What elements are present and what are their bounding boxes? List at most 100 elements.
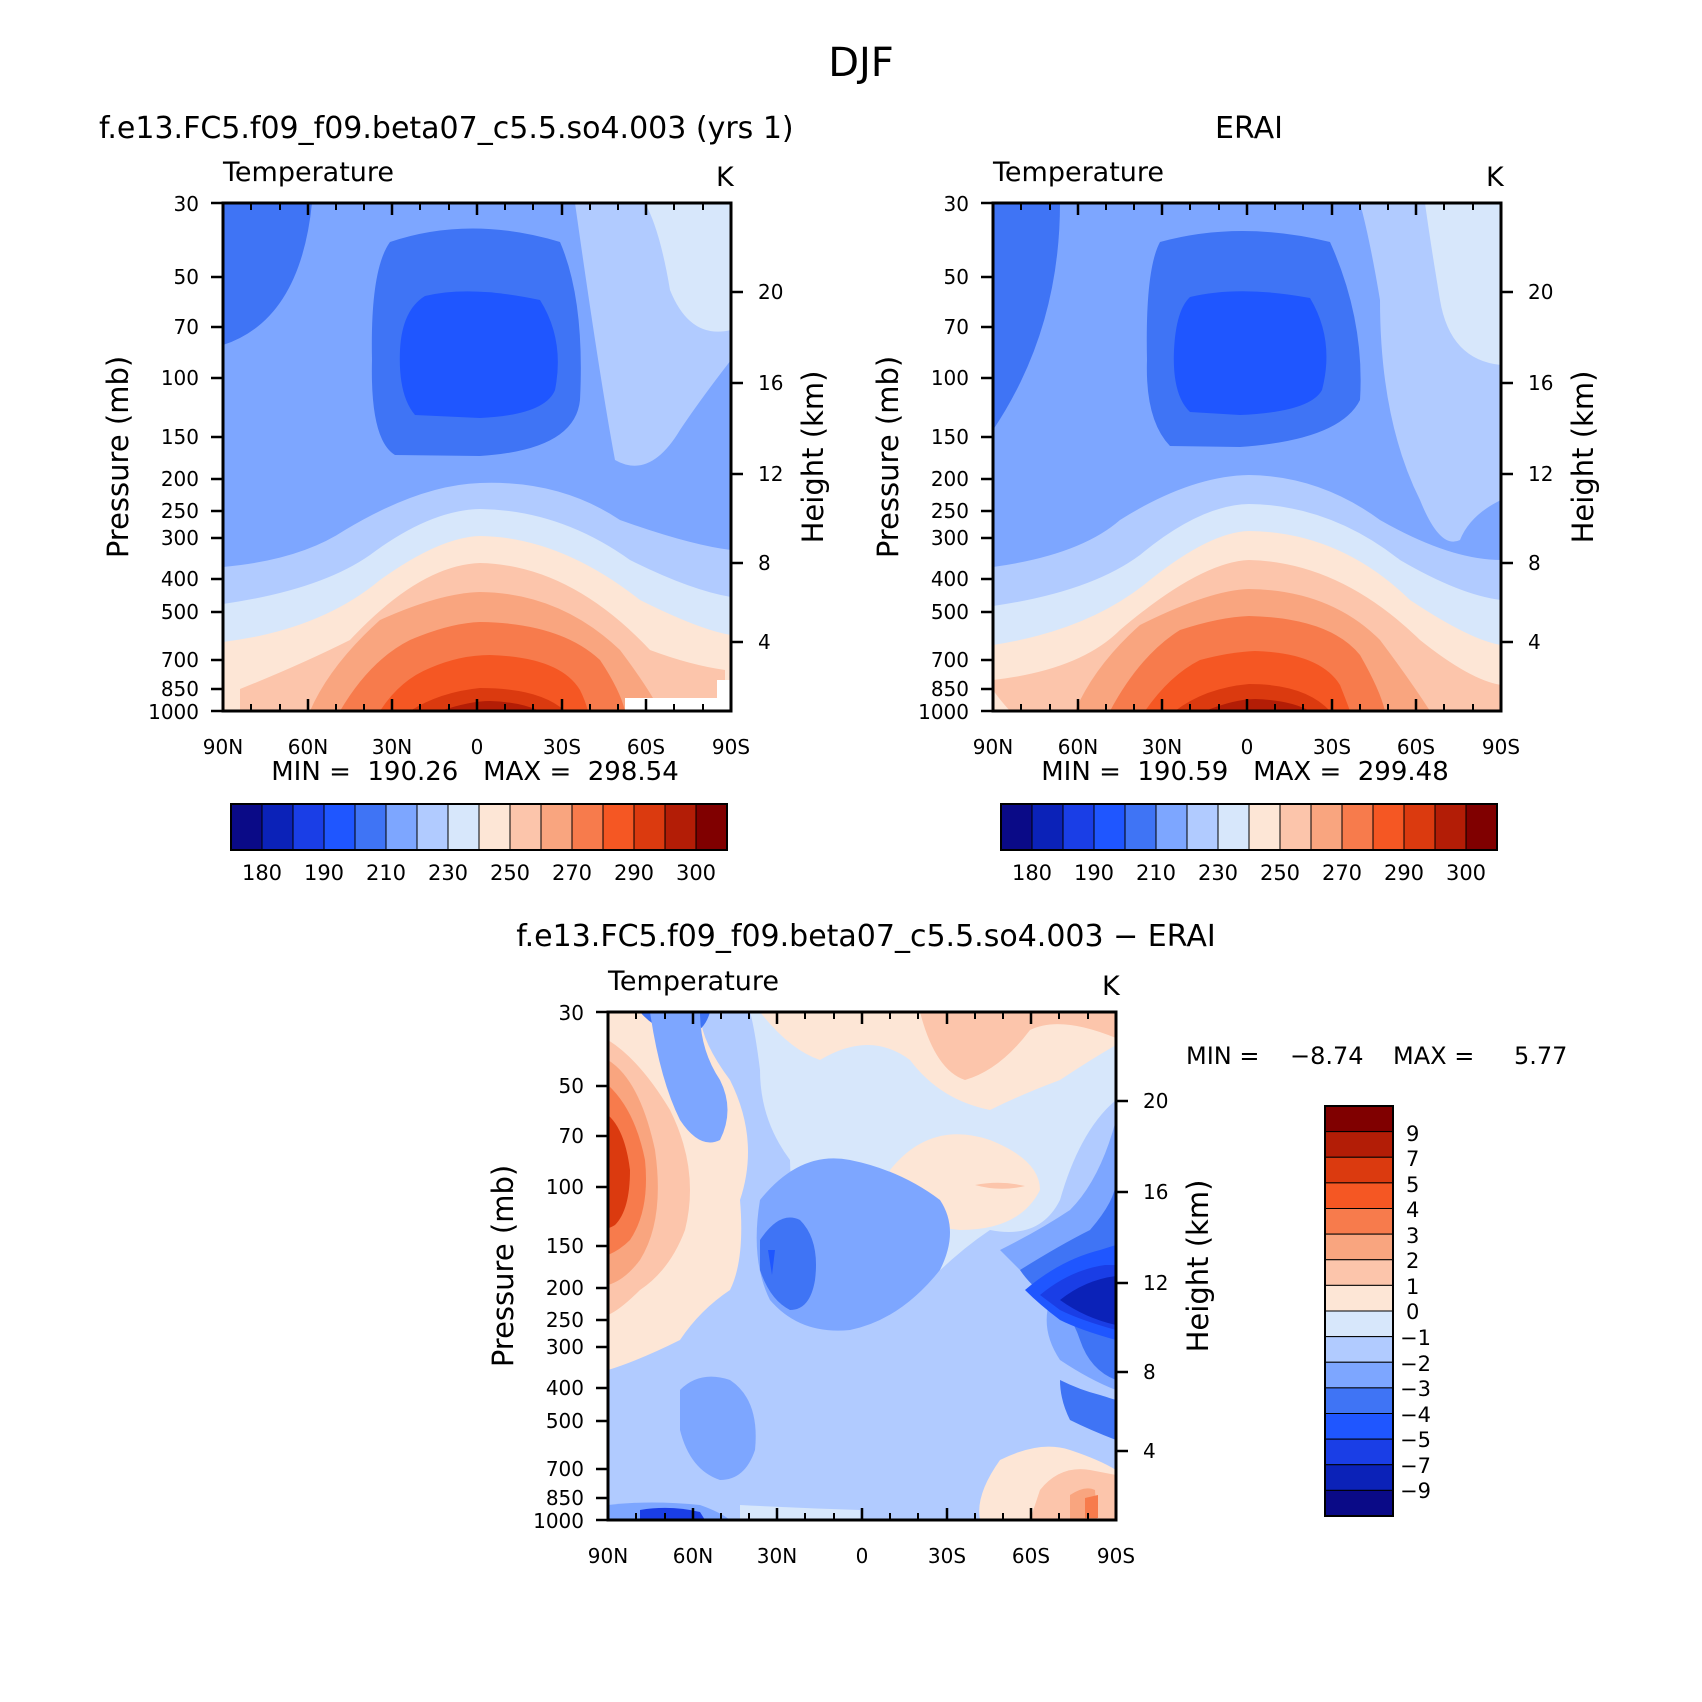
svg-text:30N: 30N [372, 735, 412, 759]
colorbar-swatch [1434, 803, 1467, 851]
x-axis: 90N 60N 30N 0 30S 60S 90S [973, 203, 1520, 759]
svg-text:190: 190 [304, 861, 344, 885]
svg-text:250: 250 [490, 861, 530, 885]
variable-label: Temperature [992, 157, 1164, 188]
svg-text:60S: 60S [627, 735, 665, 759]
svg-text:−2: −2 [1400, 1352, 1431, 1376]
panel-obs: ERAI Temperature K 30 50 70 100 [871, 111, 1600, 885]
colorbar-swatch [1341, 803, 1374, 851]
colorbar-swatch [1324, 1413, 1394, 1440]
svg-text:300: 300 [161, 526, 199, 550]
svg-text:50: 50 [944, 265, 969, 289]
svg-text:20: 20 [1528, 280, 1553, 304]
colorbar-swatch [1324, 1489, 1394, 1517]
units-label: K [1102, 971, 1121, 1002]
colorbar-swatch [1186, 803, 1219, 851]
colorbar-temperature: 180 190 210 230 250 270 290 300 [230, 803, 728, 885]
svg-text:MAX =: MAX = [1393, 1042, 1474, 1070]
y-axis-right-label: Height (km) [796, 371, 830, 544]
svg-text:250: 250 [1260, 861, 1300, 885]
colorbar-swatch [1310, 803, 1343, 851]
variable-label: Temperature [607, 966, 779, 997]
svg-text:70: 70 [174, 315, 199, 339]
contour-field [223, 203, 731, 711]
svg-text:60N: 60N [288, 735, 328, 759]
svg-text:3: 3 [1406, 1224, 1419, 1248]
colorbar-swatch [1062, 803, 1095, 851]
svg-text:90S: 90S [1482, 735, 1520, 759]
svg-text:250: 250 [546, 1308, 584, 1332]
svg-text:150: 150 [546, 1234, 584, 1258]
colorbar-swatch [602, 803, 635, 851]
colorbar-swatch [478, 803, 511, 851]
svg-text:12: 12 [758, 462, 783, 486]
colorbar-swatch [1465, 803, 1498, 851]
min-max-label: MIN = 190.59 MAX = 299.48 [1041, 757, 1448, 787]
svg-text:300: 300 [676, 861, 716, 885]
colorbar-swatch [230, 803, 263, 851]
svg-text:70: 70 [944, 315, 969, 339]
svg-text:−4: −4 [1400, 1403, 1431, 1427]
svg-text:210: 210 [366, 861, 406, 885]
units-label: K [1486, 162, 1505, 193]
svg-text:90N: 90N [973, 735, 1013, 759]
colorbar-swatch [1324, 1131, 1394, 1158]
svg-text:70: 70 [559, 1124, 584, 1148]
svg-text:12: 12 [1143, 1271, 1168, 1295]
y-axis-right-label: Height (km) [1566, 371, 1600, 544]
svg-text:100: 100 [546, 1175, 584, 1199]
svg-text:0: 0 [1241, 735, 1254, 759]
colorbar-swatch [1324, 1310, 1394, 1338]
y-axis-height: 20 16 12 8 4 Height (km) [1501, 280, 1600, 654]
colorbar-swatch [1403, 803, 1436, 851]
svg-text:0: 0 [1406, 1300, 1419, 1324]
colorbar-swatch [1324, 1361, 1394, 1389]
svg-text:700: 700 [546, 1457, 584, 1481]
svg-text:20: 20 [758, 280, 783, 304]
panel-title: f.e13.FC5.f09_f09.beta07_c5.5.so4.003 (y… [99, 111, 794, 146]
svg-text:60N: 60N [673, 1544, 713, 1568]
colorbar-swatch [1324, 1387, 1394, 1414]
colorbar-swatch [1093, 803, 1126, 851]
svg-text:250: 250 [931, 499, 969, 523]
svg-text:50: 50 [559, 1074, 584, 1098]
svg-text:300: 300 [931, 526, 969, 550]
colorbar-swatch [416, 803, 449, 851]
svg-text:200: 200 [546, 1276, 584, 1300]
min-max-label: MIN = 190.26 MAX = 298.54 [271, 757, 678, 787]
svg-text:230: 230 [428, 861, 468, 885]
svg-text:180: 180 [1012, 861, 1052, 885]
svg-text:150: 150 [161, 425, 199, 449]
svg-text:4: 4 [1528, 630, 1541, 654]
svg-text:250: 250 [161, 499, 199, 523]
svg-text:30: 30 [944, 192, 969, 216]
colorbar-swatch [1031, 803, 1064, 851]
y-axis-height: 20 16 12 8 4 Height (km) [731, 280, 830, 654]
svg-text:200: 200 [931, 467, 969, 491]
svg-text:30: 30 [174, 192, 199, 216]
svg-text:30N: 30N [1142, 735, 1182, 759]
colorbar-temperature: 180 190 210 230 250 270 290 300 [1000, 803, 1498, 885]
x-axis: 90N 60N 30N 0 30S 60S 90S [588, 1012, 1135, 1568]
svg-text:−8.74: −8.74 [1290, 1042, 1364, 1070]
svg-text:5: 5 [1406, 1173, 1419, 1197]
svg-text:150: 150 [931, 425, 969, 449]
contour-field [993, 203, 1501, 711]
svg-text:16: 16 [1143, 1180, 1168, 1204]
svg-text:230: 230 [1198, 861, 1238, 885]
svg-text:850: 850 [546, 1486, 584, 1510]
colorbar-swatch [695, 803, 728, 851]
colorbar-swatch [261, 803, 294, 851]
y-axis-label: Pressure (mb) [486, 1165, 520, 1367]
colorbar-swatch [1155, 803, 1188, 851]
colorbar-swatch [1324, 1464, 1394, 1491]
svg-text:300: 300 [1446, 861, 1486, 885]
panel-difference: f.e13.FC5.f09_f09.beta07_c5.5.so4.003 − … [486, 919, 1567, 1568]
colorbar-swatch [385, 803, 418, 851]
svg-text:9: 9 [1406, 1122, 1419, 1146]
colorbar-swatch [1324, 1208, 1394, 1235]
contour-field [608, 1012, 1116, 1520]
svg-text:−3: −3 [1400, 1377, 1431, 1401]
units-label: K [716, 162, 735, 193]
